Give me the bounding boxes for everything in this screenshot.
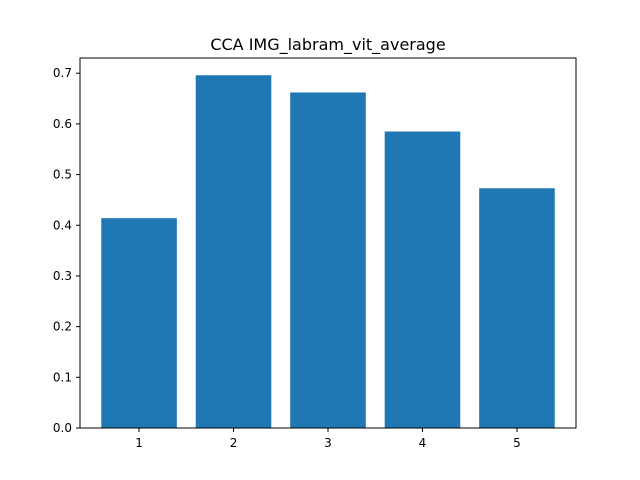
bar-1 bbox=[101, 218, 177, 428]
x-tick-label: 5 bbox=[513, 436, 521, 450]
x-tick-label: 1 bbox=[135, 436, 143, 450]
y-tick-label: 0.2 bbox=[53, 320, 72, 334]
bar-3 bbox=[290, 92, 366, 428]
y-tick-label: 0.4 bbox=[53, 218, 72, 232]
chart-title: CCA IMG_labram_vit_average bbox=[210, 35, 445, 55]
y-tick-label: 0.1 bbox=[53, 370, 72, 384]
y-tick-label: 0.7 bbox=[53, 66, 72, 80]
y-tick-label: 0.0 bbox=[53, 421, 72, 435]
bars-group bbox=[101, 75, 555, 428]
x-tick-label: 3 bbox=[324, 436, 332, 450]
bar-4 bbox=[384, 131, 461, 428]
y-tick-label: 0.6 bbox=[53, 117, 72, 131]
y-axis: 0.0 0.1 0.2 0.3 0.4 0.5 0.6 0.7 bbox=[53, 66, 80, 435]
y-tick-label: 0.3 bbox=[53, 269, 72, 283]
x-tick-label: 4 bbox=[419, 436, 427, 450]
x-tick-label: 2 bbox=[230, 436, 238, 450]
bar-2 bbox=[195, 75, 272, 428]
bar-5 bbox=[479, 188, 555, 428]
y-tick-label: 0.5 bbox=[53, 168, 72, 182]
x-axis: 1 2 3 4 5 bbox=[135, 428, 521, 450]
